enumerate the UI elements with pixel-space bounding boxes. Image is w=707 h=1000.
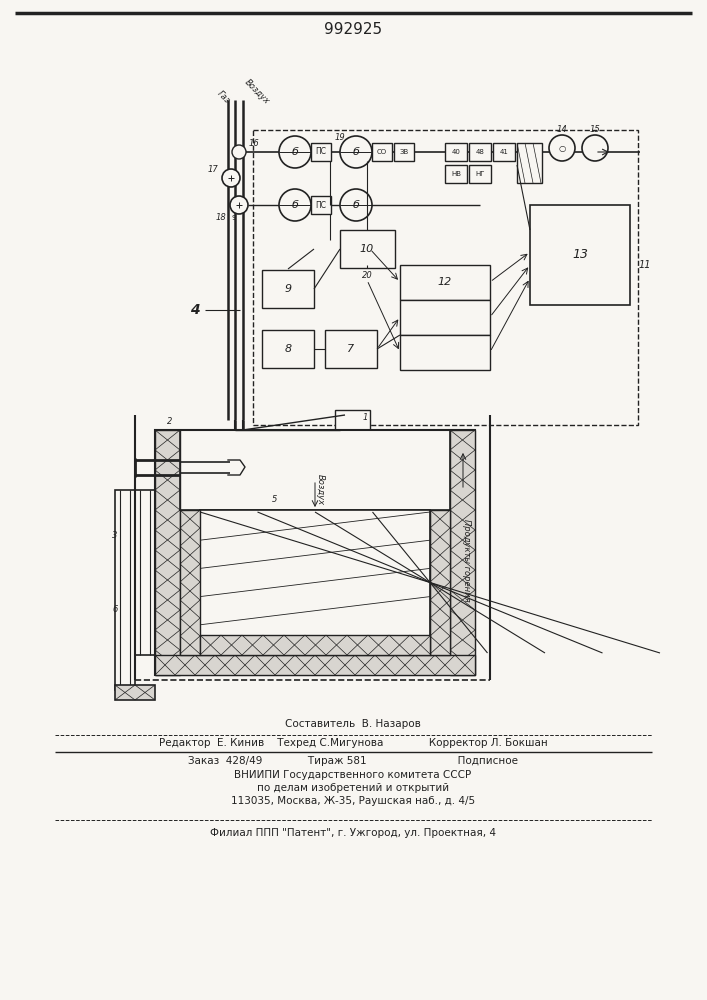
Circle shape [549, 135, 575, 161]
Bar [135, 490, 155, 655]
Text: 16: 16 [249, 138, 259, 147]
Circle shape [279, 136, 311, 168]
Circle shape [232, 145, 246, 159]
Text: по делам изобретений и открытий: по делам изобретений и открытий [257, 783, 449, 793]
Text: ВНИИПИ Государственного комитета СССР: ВНИИПИ Государственного комитета СССР [235, 770, 472, 780]
Text: Воздух: Воздух [315, 474, 325, 506]
Text: 17: 17 [207, 165, 218, 174]
Text: Редактор  Е. Кинив    Техред С.Мигунова              Корректор Л. Бокшан: Редактор Е. Кинив Техред С.Мигунова Корр… [158, 738, 547, 748]
Text: 20: 20 [361, 270, 373, 279]
Bar [200, 510, 430, 655]
Bar [311, 143, 331, 161]
Text: 13: 13 [572, 248, 588, 261]
Text: б: б [353, 200, 359, 210]
Bar [325, 330, 377, 368]
Text: ЗВ: ЗВ [399, 149, 409, 155]
Text: 5: 5 [272, 495, 278, 504]
Bar [115, 490, 135, 690]
Text: Газ: Газ [216, 89, 232, 105]
Bar [400, 335, 490, 370]
Text: Заказ  428/49              Тираж 581                            Подписное: Заказ 428/49 Тираж 581 Подписное [188, 756, 518, 766]
Text: ПС: ПС [315, 147, 327, 156]
Bar [530, 205, 630, 305]
Bar [155, 430, 180, 675]
Text: 7: 7 [347, 344, 355, 354]
Text: 19: 19 [334, 133, 346, 142]
Text: ○: ○ [559, 143, 566, 152]
Text: 10: 10 [360, 244, 374, 254]
Text: 41: 41 [500, 149, 508, 155]
Bar [180, 430, 450, 510]
Text: 14: 14 [556, 125, 568, 134]
Text: б: б [291, 147, 298, 157]
Bar [445, 165, 467, 183]
Text: 1: 1 [362, 414, 368, 422]
Text: Филиал ППП "Патент", г. Ужгород, ул. Проектная, 4: Филиал ППП "Патент", г. Ужгород, ул. Про… [210, 828, 496, 838]
Text: 15: 15 [590, 125, 600, 134]
Bar [469, 143, 491, 161]
Bar [200, 635, 430, 655]
Bar [180, 510, 200, 655]
Text: 4: 4 [190, 303, 200, 317]
Text: СО: СО [377, 149, 387, 155]
Circle shape [340, 136, 372, 168]
Text: 2: 2 [168, 418, 173, 426]
Bar [340, 230, 395, 268]
Bar [311, 196, 331, 214]
Text: 18: 18 [215, 214, 226, 223]
Text: 9: 9 [284, 284, 291, 294]
Circle shape [582, 135, 608, 161]
Bar [400, 265, 490, 300]
Text: 8: 8 [284, 344, 291, 354]
Text: НВ: НВ [451, 171, 461, 177]
Text: 12: 12 [438, 277, 452, 287]
Circle shape [222, 169, 240, 187]
Bar [445, 143, 467, 161]
Bar [253, 130, 638, 425]
Text: б: б [353, 147, 359, 157]
Bar [372, 143, 392, 161]
Bar [450, 430, 475, 675]
Bar [262, 330, 314, 368]
Circle shape [340, 189, 372, 221]
Text: 11: 11 [638, 260, 651, 270]
Bar [155, 430, 475, 675]
Bar [517, 143, 542, 183]
Bar [115, 685, 155, 700]
Bar [155, 655, 475, 675]
Text: НГ: НГ [475, 171, 485, 177]
Text: 3: 3 [112, 530, 117, 540]
Bar [430, 510, 450, 655]
Text: 40: 40 [452, 149, 460, 155]
Circle shape [279, 189, 311, 221]
Bar [469, 165, 491, 183]
Text: ПС: ПС [315, 200, 327, 210]
Text: 992925: 992925 [324, 22, 382, 37]
Bar [400, 300, 490, 335]
Text: б: б [291, 200, 298, 210]
Text: Составитель  В. Назаров: Составитель В. Назаров [285, 719, 421, 729]
Circle shape [230, 196, 248, 214]
Bar [394, 143, 414, 161]
Bar [493, 143, 515, 161]
Text: Воздух: Воздух [243, 78, 271, 106]
Text: 6: 6 [112, 605, 117, 614]
Bar [262, 270, 314, 308]
Text: 9: 9 [231, 215, 235, 221]
Bar [335, 410, 370, 440]
Text: 48: 48 [476, 149, 484, 155]
Text: 113035, Москва, Ж-35, Раушская наб., д. 4/5: 113035, Москва, Ж-35, Раушская наб., д. … [231, 796, 475, 806]
Text: Продукты горения: Продукты горения [462, 519, 472, 601]
